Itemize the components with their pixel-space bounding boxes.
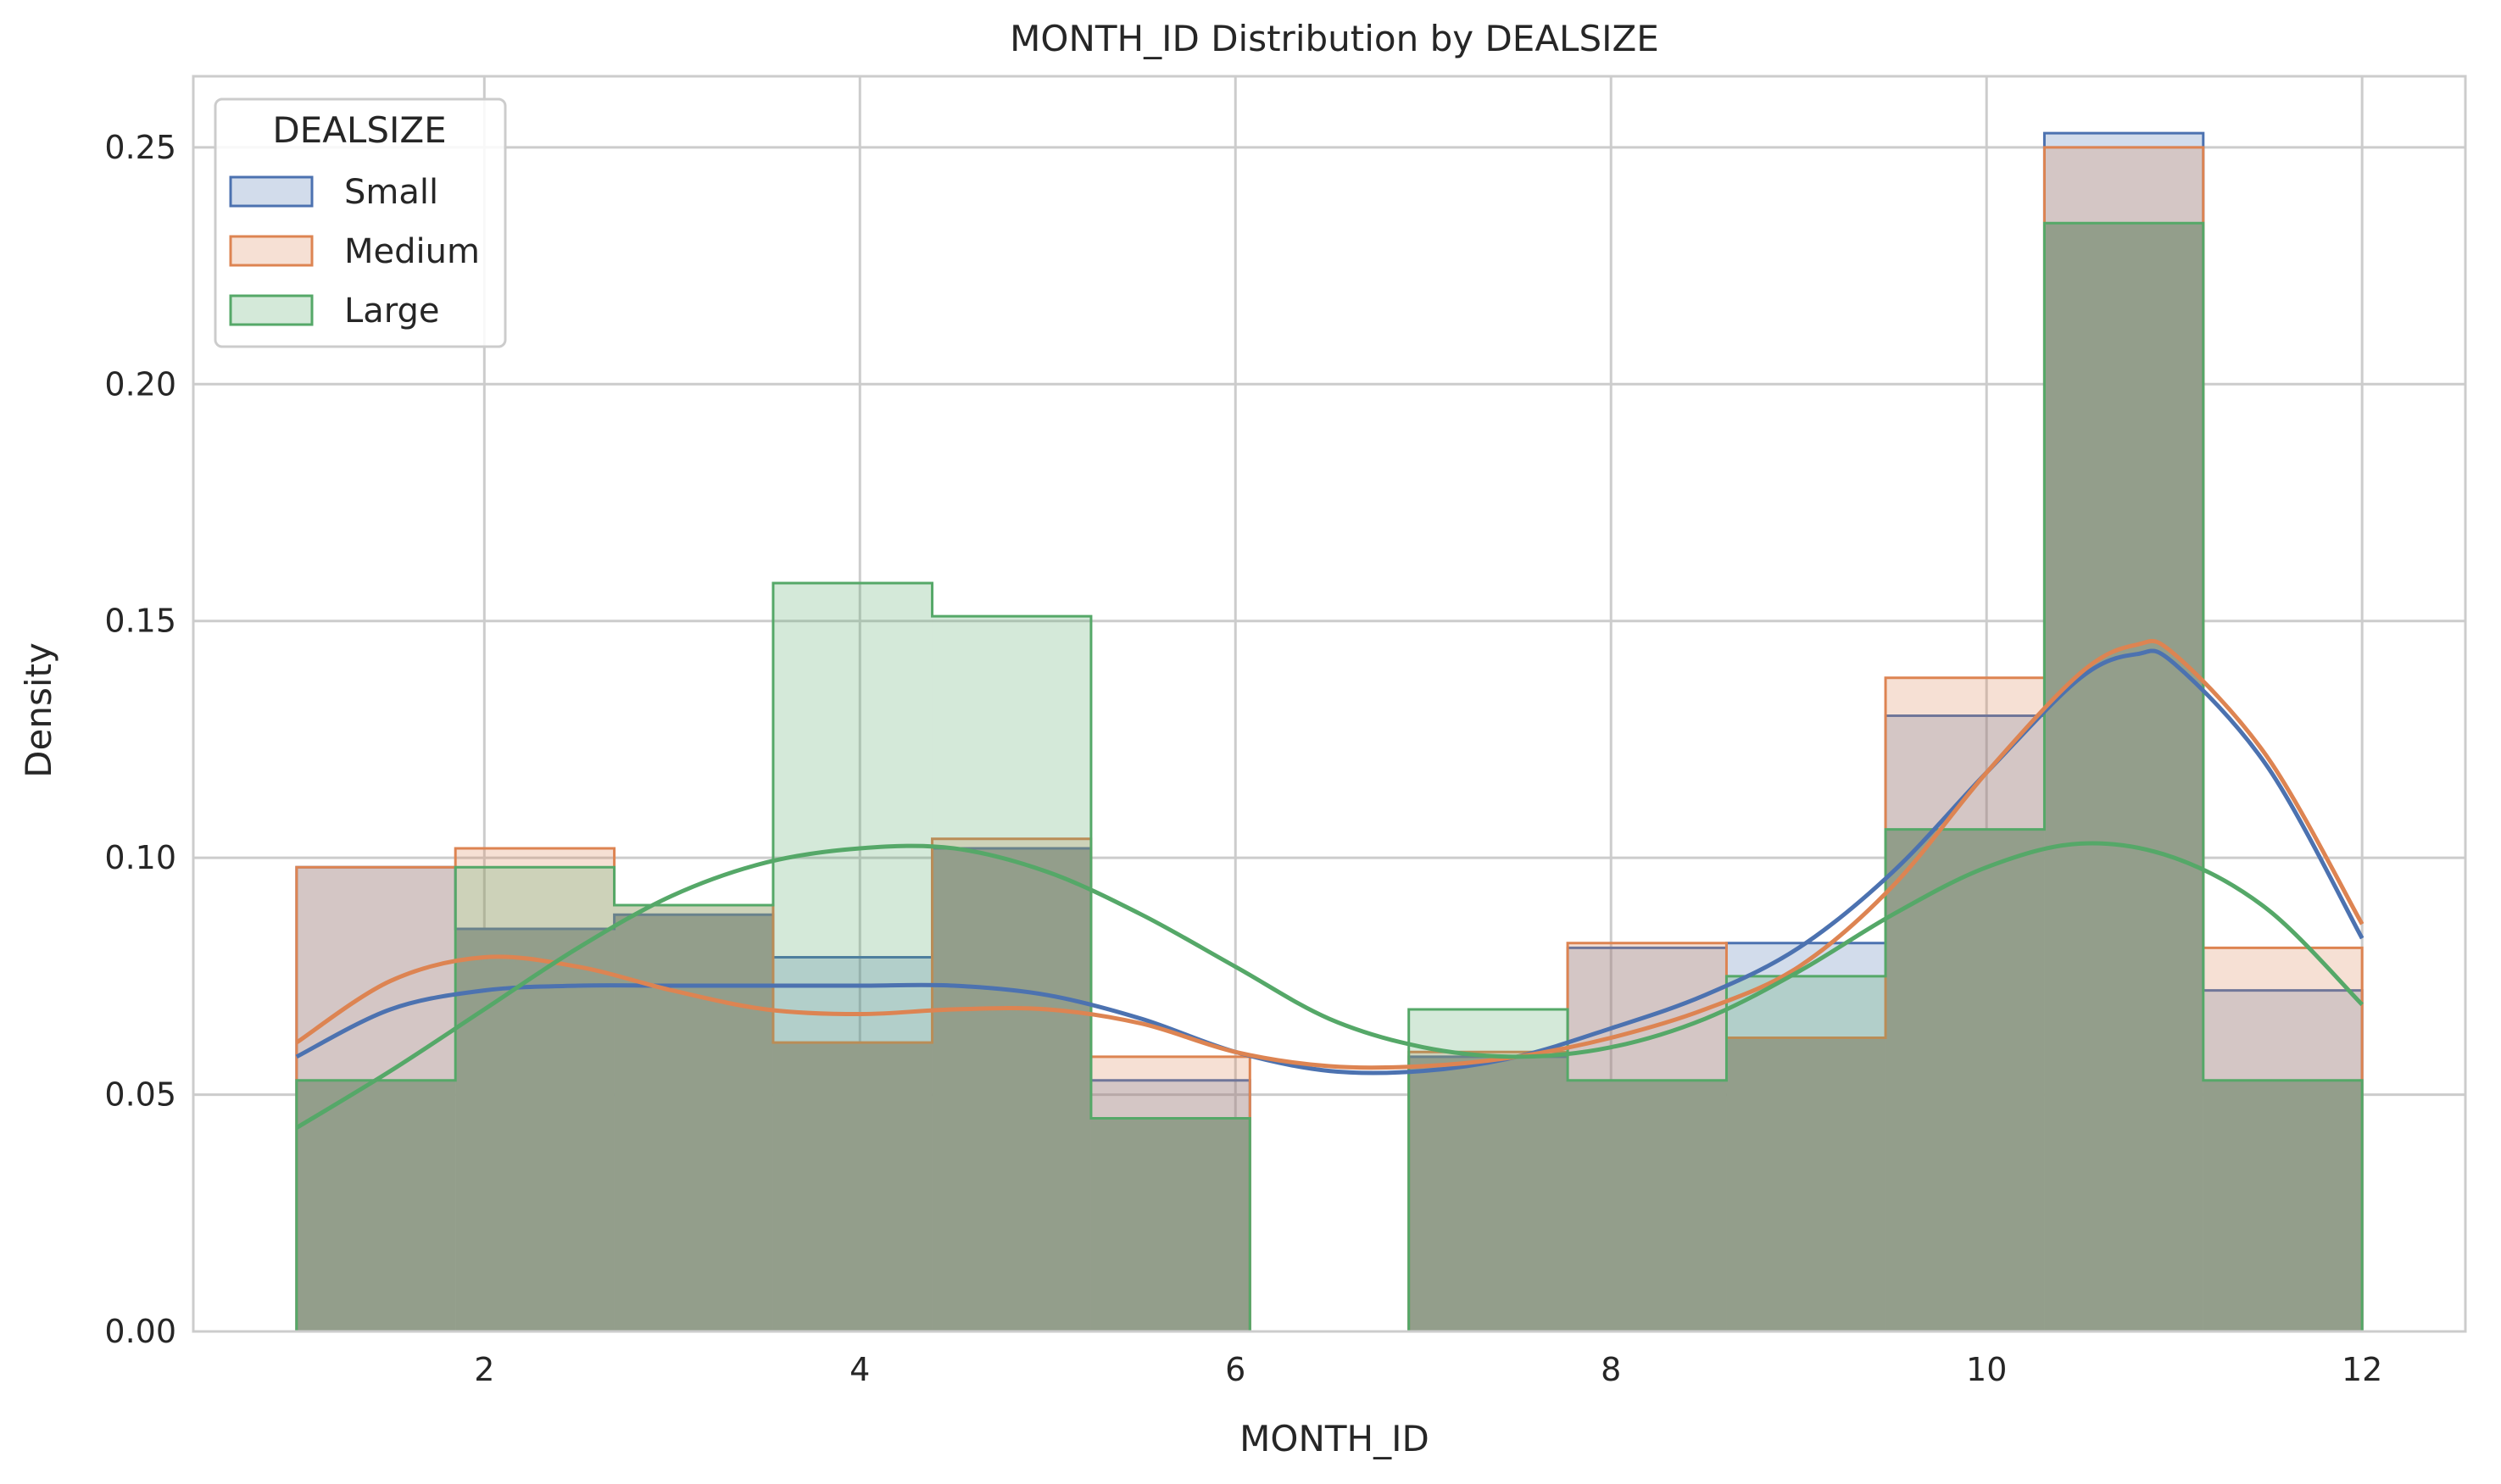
series-small bbox=[295, 131, 2364, 1331]
bin-bar-medium bbox=[1408, 1052, 1568, 1331]
y-axis-label: Density bbox=[18, 642, 59, 778]
bin-bar-medium bbox=[2044, 147, 2203, 1331]
bin-bar-large bbox=[614, 905, 773, 1331]
bin-bar-large bbox=[455, 867, 615, 1331]
bin-bar-small bbox=[296, 867, 456, 1331]
overlap-bin bbox=[1885, 829, 2045, 1331]
chart-title: MONTH_ID Distribution by DEALSIZE bbox=[1010, 18, 1659, 59]
y-tick-label: 0.15 bbox=[104, 603, 176, 640]
bin-bar-medium bbox=[1885, 677, 2045, 1331]
bin-bar-large bbox=[1090, 1118, 1250, 1331]
bin-bar-large bbox=[772, 582, 933, 1331]
legend-title: DEALSIZE bbox=[272, 109, 446, 151]
series-large bbox=[295, 221, 2364, 1332]
bin-bar-medium bbox=[455, 848, 615, 1331]
step-outline-large bbox=[295, 221, 2364, 1331]
overlap-bin bbox=[2203, 1080, 2363, 1331]
x-tick-label: 6 bbox=[1225, 1351, 1245, 1388]
bin-bar-large bbox=[296, 1080, 456, 1331]
kde-line-small bbox=[295, 648, 2365, 1075]
overlap-bin bbox=[1726, 1037, 1886, 1331]
y-axis-ticks: 0.00 0.05 0.10 0.15 0.20 0.25 bbox=[104, 129, 176, 1350]
bin-bar-small bbox=[1090, 1080, 1250, 1331]
bin-bar-small bbox=[772, 957, 933, 1331]
bin-bar-small bbox=[2044, 133, 2203, 1331]
overlap-bin bbox=[1408, 1056, 1568, 1331]
bin-bar-large bbox=[1726, 975, 1886, 1331]
overlap-bin bbox=[772, 1042, 933, 1331]
x-tick-label: 10 bbox=[1966, 1351, 2007, 1388]
overlap-bin bbox=[932, 848, 1091, 1331]
bin-bar-large bbox=[2203, 1080, 2363, 1331]
overlap-bin bbox=[1090, 1118, 1250, 1331]
y-tick-label: 0.10 bbox=[104, 839, 176, 876]
legend-swatch-small bbox=[229, 175, 314, 208]
legend-swatch-large bbox=[229, 294, 314, 326]
overlap-bin bbox=[455, 928, 615, 1331]
kde-lines bbox=[295, 638, 2365, 1130]
y-tick-label: 0.20 bbox=[104, 365, 176, 403]
bin-bar-medium bbox=[2203, 948, 2363, 1331]
y-tick-label: 0.25 bbox=[104, 129, 176, 166]
kde-line-large bbox=[295, 841, 2364, 1130]
overlap-bin bbox=[1568, 1080, 1727, 1331]
bin-bar-small bbox=[455, 928, 615, 1331]
y-tick-label: 0.05 bbox=[104, 1076, 176, 1114]
overlap-fill bbox=[296, 223, 2363, 1332]
series-medium bbox=[295, 146, 2364, 1331]
bin-bar-small bbox=[932, 848, 1091, 1331]
bin-bar-large bbox=[932, 616, 1091, 1331]
x-tick-label: 2 bbox=[474, 1351, 494, 1388]
bin-bar-small bbox=[1885, 715, 2045, 1331]
bin-bar-large bbox=[1885, 829, 2045, 1331]
legend-frame bbox=[214, 97, 507, 348]
bin-bar-medium bbox=[932, 838, 1091, 1331]
bin-bar-small bbox=[1726, 942, 1886, 1331]
x-tick-label: 8 bbox=[1601, 1351, 1621, 1388]
bin-bar-large bbox=[2044, 223, 2203, 1332]
x-axis-ticks: 2 4 6 8 10 12 bbox=[474, 1351, 2382, 1388]
bin-bar-small bbox=[2203, 990, 2363, 1331]
legend-label-medium: Medium bbox=[344, 232, 480, 271]
legend-label-large: Large bbox=[344, 292, 440, 331]
legend-swatch-medium bbox=[229, 235, 314, 267]
bin-bar-medium bbox=[1090, 1056, 1250, 1331]
legend-label-small: Small bbox=[344, 173, 438, 212]
bin-bar-small bbox=[1408, 1056, 1568, 1331]
x-tick-label: 4 bbox=[849, 1351, 870, 1388]
bin-bar-medium bbox=[772, 1042, 933, 1331]
x-tick-label: 12 bbox=[2342, 1351, 2382, 1388]
y-tick-label: 0.00 bbox=[104, 1313, 176, 1350]
plot-frame bbox=[192, 75, 2467, 1333]
legend: DEALSIZE Small Medium Large bbox=[214, 97, 507, 348]
bin-bar-medium bbox=[614, 905, 773, 1331]
overlap-bin bbox=[2044, 223, 2203, 1332]
series-layer bbox=[295, 131, 2364, 1332]
x-axis-label: MONTH_ID bbox=[1239, 1418, 1429, 1459]
bin-bar-medium bbox=[296, 867, 456, 1331]
kde-line-medium bbox=[295, 638, 2365, 1070]
bin-bar-large bbox=[1568, 1080, 1727, 1331]
overlap-bin bbox=[296, 1080, 456, 1331]
bin-bar-medium bbox=[1726, 1037, 1886, 1331]
bin-bar-medium bbox=[1568, 942, 1727, 1331]
